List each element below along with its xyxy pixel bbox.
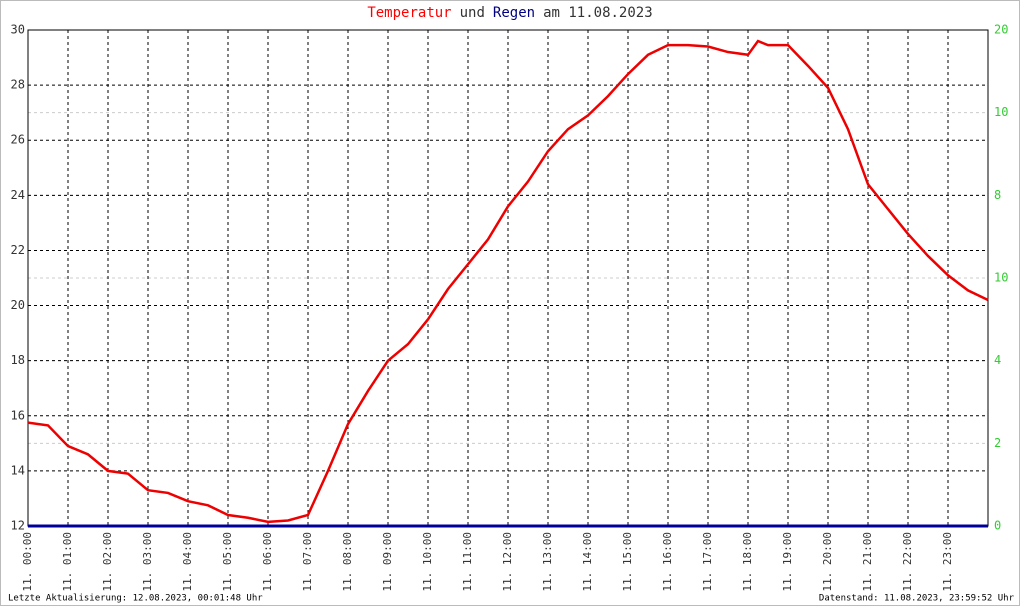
x-tick-label: 11. 05:00	[221, 532, 234, 592]
x-tick-label: 11. 03:00	[141, 532, 154, 592]
title-part: Temperatur	[367, 5, 451, 21]
chart-title: Temperatur und Regen am 11.08.2023	[367, 5, 652, 21]
x-tick-label: 11. 06:00	[261, 532, 274, 592]
x-tick-label: 11. 10:00	[421, 532, 434, 592]
x-tick-label: 11. 17:00	[701, 532, 714, 592]
x-tick-label: 11. 00:00	[21, 532, 34, 592]
y-tick-label: 26	[11, 133, 25, 147]
y2-tick-label: 4	[994, 353, 1001, 367]
y-tick-label: 16	[11, 408, 25, 422]
y-tick-label: 20	[11, 298, 25, 312]
footer-left: Letzte Aktualisierung: 12.08.2023, 00:01…	[8, 594, 263, 604]
x-tick-label: 11. 13:00	[541, 532, 554, 592]
x-tick-label: 11. 21:00	[861, 532, 874, 592]
y2-tick-label: 2	[994, 436, 1001, 450]
x-tick-label: 11. 18:00	[741, 532, 754, 592]
x-tick-label: 11. 08:00	[341, 532, 354, 592]
x-tick-label: 11. 16:00	[661, 532, 674, 592]
y2-tick-label: 0	[994, 519, 1001, 533]
y-tick-label: 24	[11, 188, 25, 202]
y-tick-label: 14	[11, 463, 25, 477]
x-tick-label: 11. 02:00	[101, 532, 114, 592]
x-tick-label: 11. 01:00	[61, 532, 74, 592]
x-tick-label: 11. 22:00	[901, 532, 914, 592]
title-part: und	[460, 5, 485, 21]
x-tick-label: 11. 04:00	[181, 532, 194, 592]
series-line	[27, 39, 989, 524]
y2-tick-label: 10	[994, 271, 1008, 285]
x-tick-label: 11. 20:00	[821, 532, 834, 592]
x-tick-label: 11. 11:00	[461, 532, 474, 592]
x-tick-label: 11. 23:00	[941, 532, 954, 592]
title-part: am 11.08.2023	[543, 5, 653, 21]
y2-tick-label: 20	[994, 23, 1008, 37]
title-part: Regen	[493, 5, 535, 21]
footer-right: Datenstand: 11.08.2023, 23:59:52 Uhr	[819, 594, 1015, 604]
y2-tick-label: 10	[994, 105, 1008, 119]
y-tick-label: 22	[11, 243, 25, 257]
y-tick-label: 30	[11, 23, 25, 37]
y-tick-label: 18	[11, 353, 25, 367]
y-tick-label: 12	[11, 519, 25, 533]
y2-tick-label: 8	[994, 188, 1001, 202]
x-tick-label: 11. 19:00	[781, 532, 794, 592]
x-tick-label: 11. 15:00	[621, 532, 634, 592]
x-tick-label: 11. 12:00	[501, 532, 514, 592]
x-tick-label: 11. 09:00	[381, 532, 394, 592]
x-tick-label: 11. 07:00	[301, 532, 314, 592]
x-tick-label: 11. 14:00	[581, 532, 594, 592]
y-tick-label: 28	[11, 78, 25, 92]
